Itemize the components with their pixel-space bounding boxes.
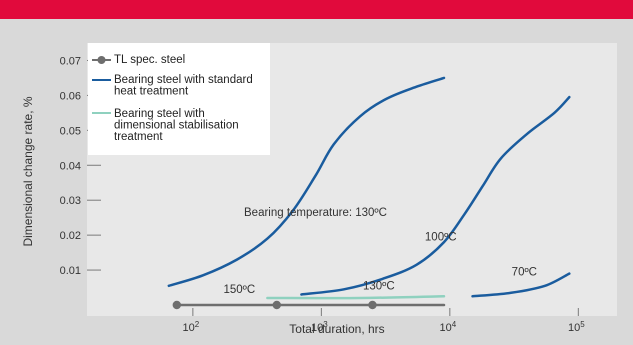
y-tick-label: 0.02: [60, 230, 81, 242]
legend-box: [88, 43, 270, 155]
header-banner: [0, 0, 633, 19]
series-marker-0: [272, 300, 281, 310]
y-tick-label: 0.06: [60, 90, 81, 102]
legend-label-0: TL spec. steel: [114, 54, 185, 66]
annotation-label: 100ºC: [425, 231, 457, 243]
y-tick-label: 0.05: [60, 125, 81, 137]
x-tick-label: 104: [439, 320, 456, 334]
legend-marker-0: [97, 56, 106, 64]
series-line-2: [300, 95, 571, 296]
annotation-label: 150ºC: [223, 284, 255, 296]
y-tick-label: 0.07: [60, 55, 81, 67]
y-tick-label: 0.03: [60, 195, 81, 207]
annotation-label: 130ºC: [363, 280, 395, 292]
x-tick-label: 105: [568, 320, 585, 334]
y-tick-label: 0.01: [60, 265, 81, 277]
legend-label-2: Bearing steel with dimensional stabilisat…: [114, 108, 239, 143]
annotation-label: 70ºC: [512, 266, 537, 278]
x-tick-label: 103: [311, 320, 328, 334]
series-line-3: [471, 272, 571, 298]
series-marker-0: [172, 300, 182, 310]
y-axis-label: Dimensional change rate, %: [21, 96, 35, 246]
annotation-label: Bearing temperature: 130ºC: [244, 207, 387, 219]
series-line-4: [266, 295, 446, 300]
legend-label-1: Bearing steel with standard heat treatmen…: [114, 74, 253, 98]
series-marker-0: [368, 300, 377, 310]
series-line-1: [167, 76, 446, 288]
y-tick-label: 0.04: [60, 160, 81, 172]
x-tick-label: 102: [183, 320, 200, 334]
x-axis-label: Total duration, hrs: [289, 322, 384, 336]
